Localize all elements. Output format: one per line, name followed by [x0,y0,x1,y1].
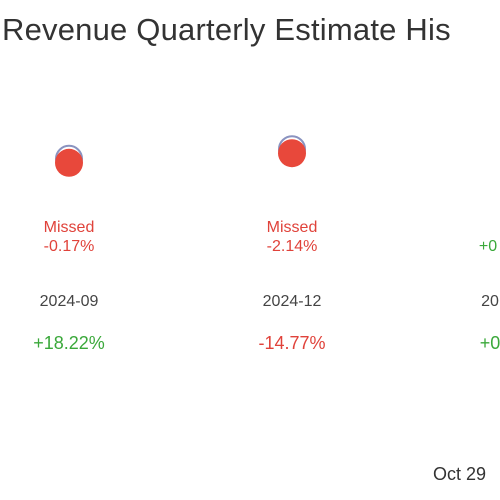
status-label: Missed [267,219,318,236]
period-label: 2024-12 [263,293,322,310]
change-label: +18.22% [33,333,105,353]
surprise-label: -0.17% [44,238,95,255]
status-label: Missed [44,219,95,236]
actual-marker [55,148,83,177]
surprise-label: -2.14% [267,238,318,255]
period-label: 2024-09 [40,293,99,310]
actual-marker [278,139,306,168]
date-label: Oct 29 [433,464,487,484]
change-label: -14.77% [258,333,325,353]
period-label: 20 [481,293,499,310]
surprise-label: +0 [479,238,497,255]
change-label: +0 [480,333,500,353]
chart-title: Revenue Quarterly Estimate His [2,12,451,47]
